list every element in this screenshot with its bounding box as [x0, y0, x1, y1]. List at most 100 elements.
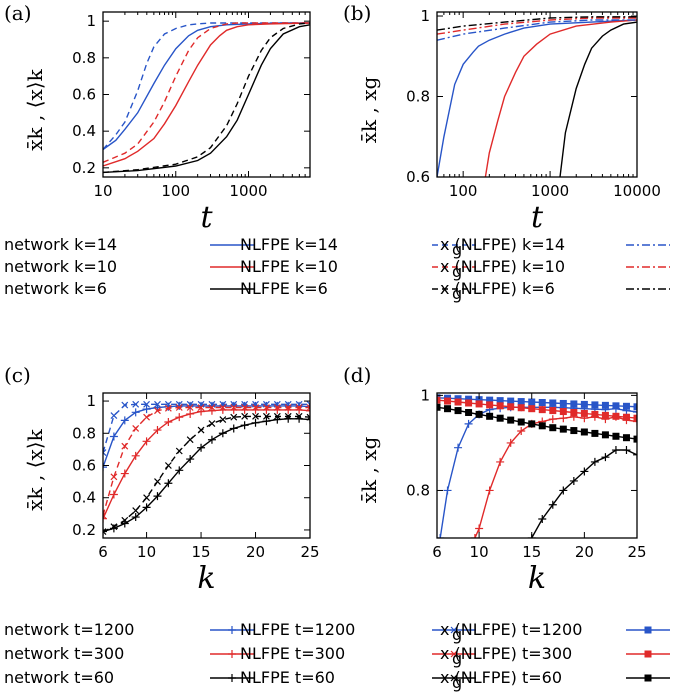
- y-tick-label: 0.6: [72, 86, 96, 104]
- data-point: [465, 408, 473, 416]
- data-point: [580, 467, 589, 476]
- y-tick-label: 0.2: [72, 159, 96, 177]
- data-point: [229, 424, 238, 433]
- data-point: [109, 524, 118, 533]
- data-point: [273, 404, 281, 411]
- data-point: [143, 400, 151, 408]
- data-point: [601, 431, 609, 439]
- data-point: [230, 404, 238, 411]
- x-axis-label: t: [531, 200, 544, 235]
- data-point: [622, 434, 630, 442]
- legend-entry: network t=60: [4, 668, 254, 687]
- x-tick-label: 10000: [613, 182, 661, 200]
- data-point: [601, 453, 610, 462]
- data-point: [295, 412, 303, 420]
- data-point: [154, 400, 161, 408]
- data-point: [143, 494, 151, 502]
- legend-entry: network k=10: [4, 257, 254, 276]
- data-point: [262, 412, 270, 420]
- x-axis-label: k: [528, 561, 546, 596]
- data-point: [153, 492, 162, 501]
- data-point: [143, 413, 151, 421]
- data-point: [633, 403, 637, 411]
- data-point: [580, 409, 588, 417]
- data-point: [507, 416, 515, 424]
- y-tick-label: 1: [420, 7, 430, 25]
- data-point: [142, 503, 151, 512]
- y-tick-label: 0.4: [72, 122, 96, 140]
- series-line: [437, 19, 637, 41]
- data-point: [538, 406, 546, 414]
- legend-entry: NLFPE k=14: [240, 235, 476, 254]
- data-point: [175, 466, 184, 475]
- data-point: [186, 409, 195, 418]
- plot-area: [103, 400, 310, 536]
- data-point: [132, 400, 140, 408]
- legend-entry: x (NLFPE) t=60g: [440, 668, 670, 692]
- data-point: [175, 404, 183, 411]
- data-point: [570, 400, 578, 408]
- data-point: [622, 413, 630, 421]
- series-line: [103, 24, 310, 174]
- data-point: [164, 462, 172, 469]
- data-point: [559, 399, 567, 407]
- legend-entry: NLFPE t=1200: [240, 620, 476, 639]
- panel-label: (a): [4, 1, 32, 25]
- panel-d: 6 10 15 20 25 0.8 1 (d) k x̄k , xg: [343, 363, 647, 596]
- data-point: [612, 402, 620, 410]
- legend-entry: NLFPE k=10: [240, 257, 476, 276]
- y-axis-label: x̄k , ⟨x⟩k: [23, 428, 47, 510]
- series-line: [559, 21, 637, 177]
- data-point: [197, 404, 205, 411]
- series-line: [437, 19, 637, 177]
- data-point: [464, 419, 473, 428]
- data-point: [262, 404, 270, 411]
- data-point: [284, 412, 292, 420]
- data-point: [154, 407, 161, 415]
- legend-marker: [644, 626, 652, 634]
- data-point: [475, 396, 483, 404]
- y-tick-label: 1: [86, 392, 96, 410]
- data-point: [486, 396, 494, 404]
- data-point: [559, 425, 567, 433]
- panel-b: 100 1000 10000 0.6 0.8 1 (b) t x̄k , xg: [343, 1, 661, 235]
- data-point: [591, 410, 599, 418]
- series-line: [103, 22, 310, 151]
- data-point: [120, 469, 129, 478]
- data-point: [208, 404, 216, 411]
- legend-label: network k=14: [4, 235, 117, 254]
- data-point: [569, 476, 578, 485]
- data-point: [175, 413, 184, 422]
- data-point: [633, 414, 637, 422]
- data-point: [454, 443, 463, 452]
- plot-area: [103, 22, 310, 174]
- data-point: [454, 407, 462, 415]
- x-tick-label: 1000: [531, 182, 569, 200]
- legend-label: x (NLFPE) k=6: [440, 279, 555, 298]
- data-point: [164, 404, 172, 412]
- y-tick-label: 0.2: [72, 521, 96, 539]
- legend-marker: [228, 626, 236, 634]
- x-tick-label: 20: [575, 543, 594, 561]
- panel-a: 10 100 1000 0.2 0.4 0.6 0.8 1 (a) t x̄k , ⟨x⟩k: [4, 1, 311, 235]
- x-tick-label: 100: [449, 182, 478, 200]
- legend-label: x (NLFPE) t=300: [440, 644, 572, 663]
- x-tick-label: 10: [137, 543, 156, 561]
- x-tick-label: 15: [192, 543, 211, 561]
- data-point: [131, 408, 140, 417]
- data-point: [548, 415, 557, 424]
- series-line: [484, 19, 637, 177]
- plot-area: [437, 16, 637, 177]
- legend-label: network t=300: [4, 644, 124, 663]
- data-point: [186, 404, 194, 411]
- x-axis-label: t: [200, 200, 213, 235]
- data-point: [131, 513, 140, 522]
- data-point: [186, 455, 195, 464]
- legend-marker: [450, 650, 458, 658]
- legend-label: network k=10: [4, 257, 117, 276]
- data-point: [507, 403, 515, 411]
- data-point: [153, 426, 162, 435]
- data-point: [538, 422, 546, 430]
- series-line: [103, 406, 310, 516]
- data-point: [262, 417, 271, 426]
